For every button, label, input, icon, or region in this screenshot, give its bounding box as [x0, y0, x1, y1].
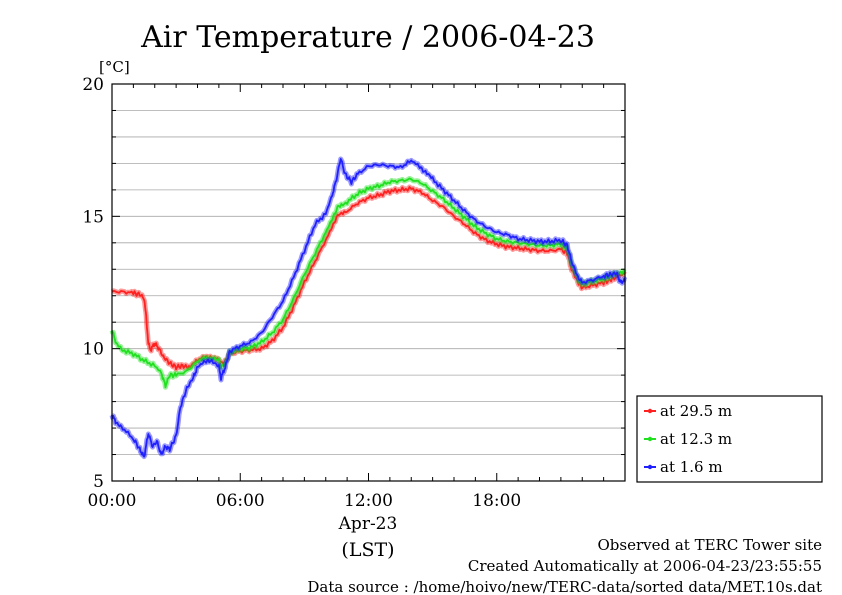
- y-tick-label: 10: [82, 340, 104, 360]
- y-tick-label: 5: [93, 472, 104, 492]
- legend: at 29.5 m at 12.3 m at 1.6 m: [636, 395, 823, 483]
- footer-data-source: Data source : /home/hoivo/new/TERC-data/…: [307, 578, 822, 595]
- x-tick-label: 12:00: [344, 491, 393, 511]
- plot-frame: [111, 83, 626, 482]
- legend-box: [636, 395, 823, 483]
- y-tick-label: 15: [82, 207, 104, 227]
- x-axis-label: (LST): [341, 539, 394, 561]
- x-tick-label: 06:00: [216, 491, 265, 511]
- legend-marker: [647, 436, 653, 442]
- series-halo: [109, 175, 627, 390]
- footer-observed: Observed at TERC Tower site: [597, 536, 822, 554]
- legend-marker: [647, 464, 653, 470]
- chart-title: Air Temperature / 2006-04-23: [140, 20, 595, 55]
- x-tick-label: 18:00: [472, 491, 521, 511]
- y-tick-label: 20: [82, 75, 104, 95]
- y-axis-unit: [°C]: [99, 58, 130, 76]
- series-halo: [110, 184, 627, 372]
- footer-created: Created Automatically at 2006-04-23/23:5…: [468, 557, 822, 575]
- legend-marker: [647, 408, 653, 414]
- legend-label: at 1.6 m: [660, 458, 723, 476]
- x-axis-ticks: 00:00 06:00 12:00 18:00: [88, 84, 626, 511]
- series-line: [111, 158, 626, 458]
- series-halo: [109, 156, 628, 460]
- y-axis-ticks: 5 10 15 20: [82, 75, 625, 492]
- x-tick-label: 00:00: [88, 491, 137, 511]
- gridlines: [112, 110, 625, 455]
- legend-label: at 12.3 m: [660, 430, 732, 448]
- series-layer: [109, 156, 628, 460]
- legend-label: at 29.5 m: [660, 402, 732, 420]
- series-line: [111, 177, 626, 389]
- series-line: [111, 186, 626, 371]
- x-axis-date-label: Apr-23: [338, 514, 398, 534]
